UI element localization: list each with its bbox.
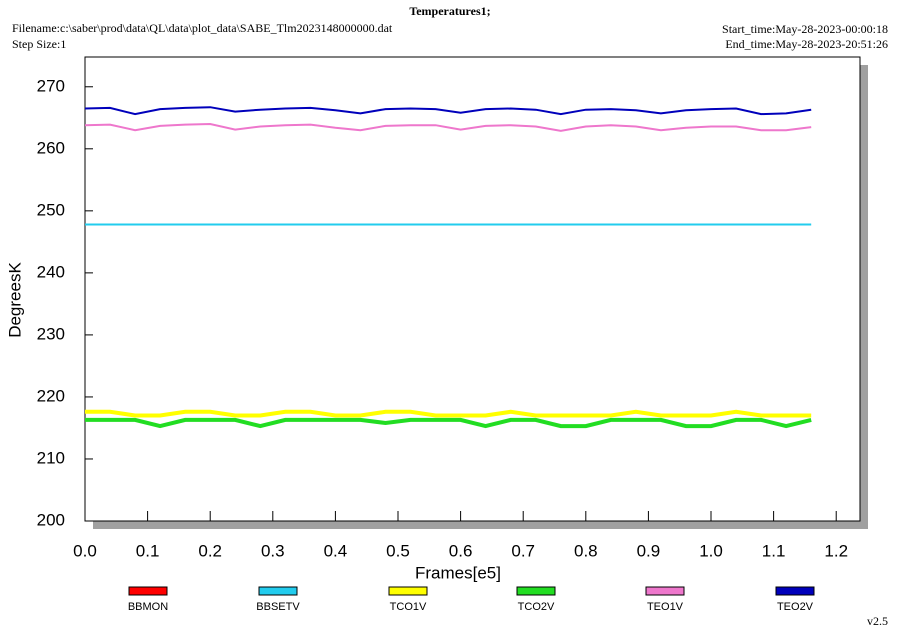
legend-swatch xyxy=(516,586,556,596)
legend-swatch xyxy=(128,586,168,596)
y-axis-label: DegreesK xyxy=(5,262,24,338)
x-tick-label: 0.6 xyxy=(449,541,473,560)
x-tick-label: 1.0 xyxy=(699,541,723,560)
y-tick-label: 260 xyxy=(37,138,65,157)
series-line xyxy=(84,106,812,116)
legend-label: TEO1V xyxy=(647,601,684,613)
version: v2.5 xyxy=(867,614,888,628)
legend-label: TCO2V xyxy=(518,601,555,613)
x-tick-label: 0.8 xyxy=(574,541,598,560)
legend-label: BBMON xyxy=(128,601,168,613)
y-tick-label: 230 xyxy=(37,324,65,343)
legend-swatch xyxy=(258,586,298,596)
y-tick-label: 250 xyxy=(37,200,65,219)
step-size: Step Size:1 xyxy=(12,37,66,51)
x-tick-label: 1.2 xyxy=(824,541,848,560)
y-tick-label: 220 xyxy=(37,386,65,405)
legend-swatch xyxy=(388,586,428,596)
start-time: Start_time:May-28-2023-00:00:18 xyxy=(722,22,888,36)
x-axis-label: Frames[e5] xyxy=(415,563,501,582)
legend-swatch xyxy=(775,586,815,596)
chart-title: Temperatures1; xyxy=(409,4,490,18)
legend-label: BBSETV xyxy=(256,601,300,613)
y-tick-label: 270 xyxy=(37,76,65,95)
x-tick-label: 0.9 xyxy=(637,541,661,560)
x-tick-label: 0.2 xyxy=(198,541,222,560)
series-line xyxy=(84,122,812,132)
filename: Filename:c:\saber\prod\data\QL\data\plot… xyxy=(12,21,393,35)
legend-swatch xyxy=(645,586,685,596)
end-time: End_time:May-28-2023-20:51:26 xyxy=(725,37,888,51)
plot-area xyxy=(84,56,861,522)
x-tick-label: 0.4 xyxy=(324,541,348,560)
x-tick-label: 1.1 xyxy=(762,541,786,560)
x-tick-label: 0.1 xyxy=(136,541,160,560)
legend-label: TEO2V xyxy=(777,601,814,613)
x-tick-label: 0.5 xyxy=(386,541,410,560)
x-tick-label: 0.0 xyxy=(73,541,97,560)
y-tick-label: 210 xyxy=(37,448,65,467)
y-tick-label: 200 xyxy=(37,510,65,529)
y-tick-label: 240 xyxy=(37,262,65,281)
series-line xyxy=(85,417,812,429)
x-tick-label: 0.3 xyxy=(261,541,285,560)
series-line xyxy=(85,409,812,418)
legend-label: TCO1V xyxy=(390,601,427,613)
x-tick-label: 0.7 xyxy=(511,541,535,560)
